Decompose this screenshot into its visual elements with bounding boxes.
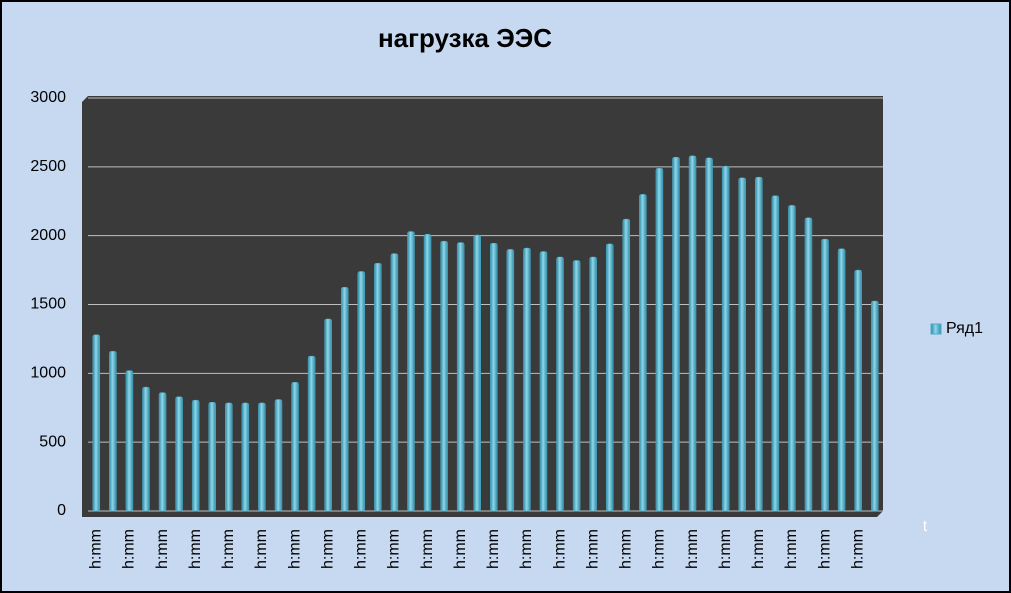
bar (225, 402, 233, 512)
bar (456, 242, 465, 512)
bar (374, 262, 382, 512)
bar (738, 177, 746, 512)
bar (390, 253, 399, 512)
bar (837, 248, 846, 512)
x-tick-label: h:mm (121, 529, 138, 569)
x-tick-label: h:mm (783, 529, 800, 569)
x-tick-label: h:mm (849, 529, 866, 569)
bar (291, 382, 299, 512)
bar (639, 194, 647, 512)
bar (721, 165, 730, 512)
x-tick-label: h:mm (551, 529, 568, 569)
bar (539, 251, 548, 512)
x-tick-label: h:mm (717, 529, 734, 569)
bar (506, 249, 515, 512)
legend-label: Ряд1 (946, 320, 983, 337)
bar (208, 401, 216, 512)
bar (655, 167, 664, 512)
x-tick-label: h:mm (319, 529, 336, 569)
y-tick-label: 1500 (30, 296, 66, 313)
bar (125, 370, 134, 512)
bar (324, 318, 332, 512)
bar (755, 176, 763, 512)
y-tick-label: 1000 (30, 365, 66, 382)
x-tick-label: h:mm (584, 529, 601, 569)
bar (241, 402, 250, 512)
bar (705, 157, 713, 512)
bar (870, 300, 879, 512)
chart-title: нагрузка ЭЭС (378, 23, 552, 53)
bar (572, 260, 581, 512)
x-tick-label: h:mm (816, 529, 833, 569)
x-tick-label: h:mm (651, 529, 668, 569)
bar (307, 355, 316, 512)
x-tick-label: h:mm (286, 529, 303, 569)
bar (605, 243, 614, 512)
x-tick-label: h:mm (253, 529, 270, 569)
x-tick-label: h:mm (452, 529, 469, 569)
x-tick-label: h:mm (88, 529, 105, 569)
bar (672, 156, 680, 512)
bar (191, 399, 200, 512)
y-tick-label: 2000 (30, 227, 66, 244)
bar (340, 287, 349, 512)
x-tick-label: h:mm (419, 529, 436, 569)
x-tick-label: h:mm (684, 529, 701, 569)
x-tick-label: h:mm (618, 529, 635, 569)
bar (440, 240, 448, 512)
bar (622, 218, 631, 512)
x-tick-label: h:mm (154, 529, 171, 569)
bar (175, 396, 183, 512)
bar (556, 256, 564, 512)
bar (788, 205, 796, 512)
x-tick-label: h:mm (518, 529, 535, 569)
x-tick-label: h:mm (750, 529, 767, 569)
y-tick-label: 500 (39, 433, 66, 450)
bar (423, 234, 432, 512)
bar (589, 256, 597, 512)
x-axis-title: t (923, 518, 928, 535)
bar (523, 247, 531, 512)
bar (688, 155, 697, 512)
bar (258, 402, 266, 512)
y-tick-label: 2500 (30, 158, 66, 175)
x-tick-label: h:mm (220, 529, 237, 569)
x-tick-label: h:mm (386, 529, 403, 569)
y-tick-label: 3000 (30, 89, 66, 106)
bar (142, 386, 150, 512)
plot-area (82, 96, 883, 517)
bar (821, 238, 829, 512)
y-tick-label: 0 (57, 502, 66, 519)
bar (804, 217, 813, 512)
bar (490, 242, 498, 512)
bar (109, 351, 117, 512)
bar (92, 334, 101, 512)
x-tick-label: h:mm (353, 529, 370, 569)
bar (357, 271, 366, 512)
x-tick-label: h:mm (485, 529, 502, 569)
bar (274, 399, 283, 512)
bar (771, 195, 780, 512)
bar (158, 392, 167, 512)
bar (407, 231, 415, 512)
bar (473, 234, 481, 512)
x-tick-label: h:mm (187, 529, 204, 569)
legend-swatch (930, 323, 942, 335)
bar (854, 269, 862, 512)
